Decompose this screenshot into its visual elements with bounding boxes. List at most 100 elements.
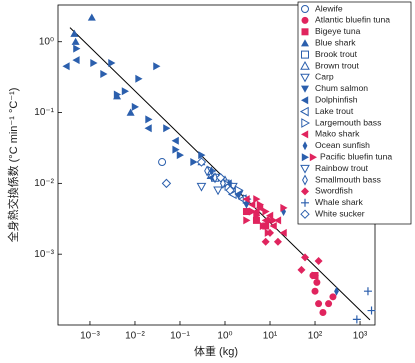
legend-marker [309,153,317,162]
legend-label: Bigeye tuna [315,26,361,36]
marker [113,90,122,99]
series-0 [158,158,167,167]
legend-box [297,1,412,225]
marker [253,211,261,220]
marker [158,158,167,167]
marker [108,59,116,68]
legend-label: Blue shark [315,37,356,47]
marker [248,207,257,216]
marker [213,186,223,196]
legend-label: Brook trout [315,49,358,59]
legend-marker [301,118,311,128]
marker [144,124,152,133]
legend-marker [301,39,309,47]
marker [325,300,333,308]
marker [100,70,108,79]
marker [135,74,143,83]
marker [311,271,320,280]
marker [253,195,261,204]
legend-marker [302,174,308,186]
legend-marker [301,16,309,24]
marker [209,166,214,176]
marker [242,208,250,216]
series-11 [242,195,287,237]
marker [71,37,80,45]
series-16 [261,228,323,274]
legend-marker [300,164,310,174]
marker [242,195,250,204]
marker [313,278,321,286]
marker [266,228,275,237]
y-tick-label: 10⁻² [34,178,54,189]
series-3 [70,13,206,166]
marker [280,203,288,212]
marker [256,200,265,209]
marker [145,115,153,124]
marker [72,56,80,65]
legend-label: Swordfish [315,186,353,196]
marker [270,216,278,225]
marker [234,185,244,196]
marker [73,44,81,53]
legend-marker [300,73,310,83]
marker [329,293,337,301]
marker [311,287,319,295]
marker [171,136,179,145]
legend-label: Whale shark [315,197,363,207]
marker [121,87,129,96]
marker [70,29,79,37]
marker [301,253,310,262]
legend-marker [301,96,309,105]
legend-marker [301,28,309,36]
x-tick-label: 10⁰ [217,331,232,342]
legend-marker [300,60,310,70]
marker [259,221,268,230]
legend-label: Carp [315,72,334,82]
marker [269,221,277,230]
marker [126,108,135,116]
x-tick-label: 10¹ [263,331,278,342]
marker [62,62,70,71]
marker [297,265,306,274]
legend-marker [301,153,309,162]
y-tick-label: 10⁻¹ [34,107,54,118]
marker [207,173,215,182]
marker [243,216,251,225]
marker [315,300,323,308]
marker [334,286,339,296]
marker [172,145,180,154]
marker [196,182,207,192]
legend-marker [301,50,309,59]
x-tick-label: 10⁻² [125,331,145,342]
legend-marker [301,85,309,93]
legend-marker [300,209,310,219]
marker [153,62,161,71]
marker [367,306,376,315]
series-14 [196,182,223,196]
legend-label: Smallmouth bass [315,174,381,184]
marker [196,157,207,167]
legend-label: Largemouth bass [315,117,381,127]
legend-marker [302,141,308,151]
marker [363,287,372,296]
marker [225,185,235,195]
legend-label: Alewife [315,3,343,13]
legend-marker [301,187,309,196]
marker [204,165,211,177]
legend-label: Dolphinfish [315,94,358,104]
x-tick-label: 10² [308,331,323,342]
legend-label: Mako shark [315,129,360,139]
legend-label: Pacific bluefin tuna [320,151,392,161]
legend-label: Brown trout [315,60,360,70]
legend-marker [299,106,309,117]
y-tick-label: 10⁻³ [34,249,54,260]
legend-label: Ocean sunfish [315,140,370,150]
marker [252,216,260,224]
marker [131,102,139,111]
series-17 [352,287,376,324]
legend-marker [301,198,309,207]
series-13 [73,44,320,280]
y-axis-label: 全身熱交換係数 (°C min⁻¹ °C⁻¹) [6,88,20,243]
x-tick-label: 10⁻¹ [170,331,190,342]
marker [352,315,361,324]
